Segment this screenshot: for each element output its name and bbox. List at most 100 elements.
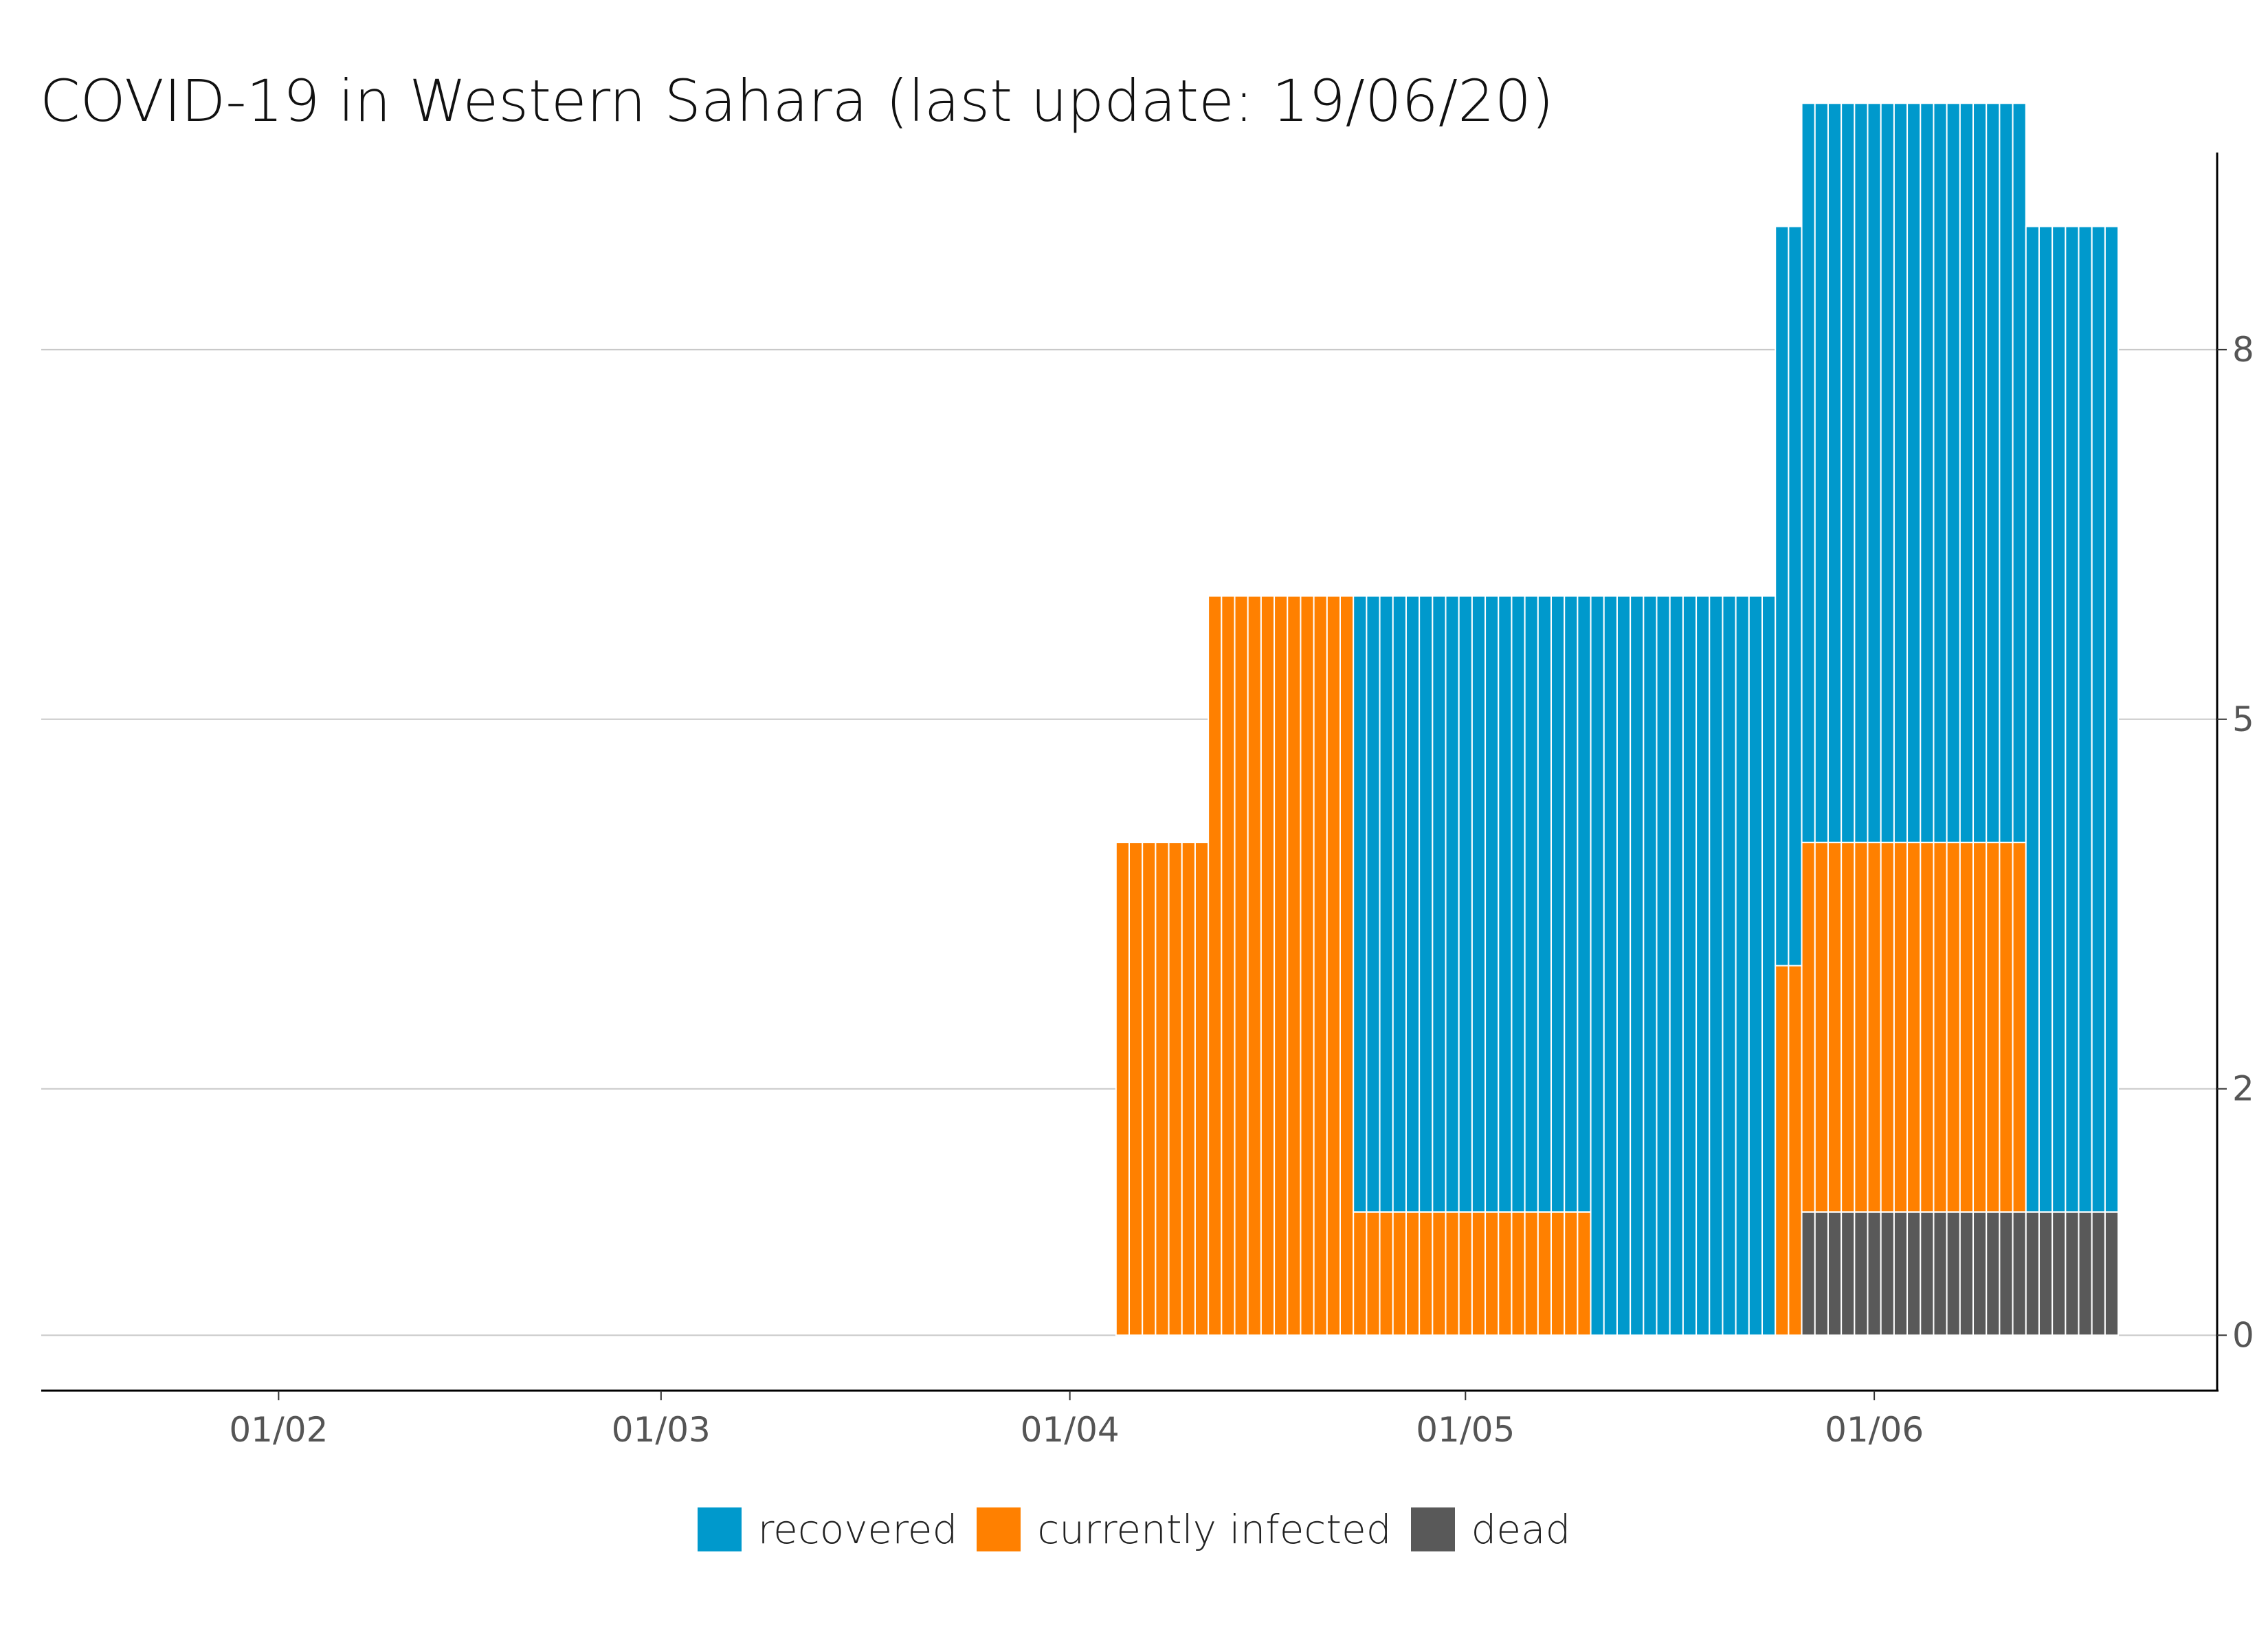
bar-dead xyxy=(1946,1211,1961,1336)
bar-recovered xyxy=(1920,102,1935,844)
bar-currently-infected xyxy=(1471,1211,1487,1336)
bar-recovered xyxy=(1524,595,1539,1213)
bar-recovered xyxy=(1801,102,1816,844)
bar-dead xyxy=(1867,1211,1882,1336)
bar-recovered xyxy=(1788,225,1803,967)
chart-title: COVID-19 in Western Sahara (last update:… xyxy=(40,67,1554,135)
bar-recovered xyxy=(1379,595,1394,1213)
bar-recovered xyxy=(1432,595,1447,1213)
bar-dead xyxy=(1959,1211,1975,1336)
bar-currently-infected xyxy=(1986,842,2001,1213)
bar-currently-infected xyxy=(1208,595,1223,1336)
bar-dead xyxy=(1986,1211,2001,1336)
bar-dead xyxy=(1880,1211,1895,1336)
bar-dead xyxy=(2078,1211,2093,1336)
legend-item: dead xyxy=(1410,1506,1571,1553)
bar-recovered xyxy=(1972,102,1988,844)
bar-recovered xyxy=(1999,102,2014,844)
bar-dead xyxy=(2012,1211,2027,1336)
bar-currently-infected xyxy=(1959,842,1975,1213)
bar-dead xyxy=(1841,1211,1856,1336)
bar-recovered xyxy=(1867,102,1882,844)
bar-recovered xyxy=(1748,595,1764,1336)
bar-currently-infected xyxy=(1366,1211,1381,1336)
bar-currently-infected xyxy=(1906,842,1922,1213)
bar-currently-infected xyxy=(1814,842,1829,1213)
bar-recovered xyxy=(1392,595,1407,1213)
bar-currently-infected xyxy=(1129,842,1144,1336)
bar-currently-infected xyxy=(1550,1211,1566,1336)
bar-recovered xyxy=(1854,102,1869,844)
bar-currently-infected xyxy=(1485,1211,1500,1336)
bar-currently-infected xyxy=(1115,842,1131,1336)
bar-currently-infected xyxy=(1287,595,1302,1336)
bar-currently-infected xyxy=(1511,1211,1526,1336)
legend-label: recovered xyxy=(757,1506,958,1553)
bar-recovered xyxy=(1511,595,1526,1213)
legend-swatch xyxy=(1410,1507,1455,1551)
bar-recovered xyxy=(1366,595,1381,1213)
bar-currently-infected xyxy=(1946,842,1961,1213)
bar-currently-infected xyxy=(1247,595,1262,1336)
bars xyxy=(1115,102,2120,1336)
legend-label: currently infected xyxy=(1037,1506,1392,1553)
bar-currently-infected xyxy=(1498,1211,1513,1336)
bar-recovered xyxy=(1893,102,1909,844)
bar-recovered xyxy=(1696,595,1711,1336)
bar-recovered xyxy=(1498,595,1513,1213)
legend: recovered currently infected dead xyxy=(0,1502,2268,1557)
bar-currently-infected xyxy=(1577,1211,1592,1336)
bar-recovered xyxy=(2052,225,2067,1213)
bar-dead xyxy=(1854,1211,1869,1336)
bar-recovered xyxy=(2012,102,2027,844)
bar-recovered xyxy=(1419,595,1434,1213)
bar-recovered xyxy=(1841,102,1856,844)
bar-currently-infected xyxy=(1801,842,1816,1213)
bar-recovered xyxy=(2025,225,2040,1213)
bar-currently-infected xyxy=(1339,595,1355,1336)
bar-recovered xyxy=(1656,595,1671,1336)
bar-recovered xyxy=(2038,225,2054,1213)
bar-recovered xyxy=(1946,102,1961,844)
bar-recovered xyxy=(2078,225,2093,1213)
bar-dead xyxy=(1920,1211,1935,1336)
bar-currently-infected xyxy=(1524,1211,1539,1336)
bar-recovered xyxy=(1775,225,1790,967)
bar-dead xyxy=(1906,1211,1922,1336)
bar-currently-infected xyxy=(1221,595,1236,1336)
bar-recovered xyxy=(1485,595,1500,1213)
bar-recovered xyxy=(1933,102,1948,844)
bar-recovered xyxy=(2104,225,2120,1213)
bar-recovered xyxy=(1471,595,1487,1213)
bar-currently-infected xyxy=(1788,965,1803,1336)
y-tick-label: 0 xyxy=(2232,1315,2254,1355)
x-tick-label: 01/06 xyxy=(1825,1410,1924,1450)
legend-label: dead xyxy=(1471,1506,1571,1553)
bar-currently-infected xyxy=(1854,842,1869,1213)
bar-dead xyxy=(1893,1211,1909,1336)
bar-recovered xyxy=(1577,595,1592,1213)
legend-swatch xyxy=(977,1507,1021,1551)
bar-currently-infected xyxy=(1274,595,1289,1336)
bar-dead xyxy=(1999,1211,2014,1336)
bar-currently-infected xyxy=(2012,842,2027,1213)
bar-currently-infected xyxy=(1564,1211,1579,1336)
bar-currently-infected xyxy=(1445,1211,1460,1336)
bar-currently-infected xyxy=(1405,1211,1421,1336)
bar-recovered xyxy=(1761,595,1777,1336)
bar-dead xyxy=(1972,1211,1988,1336)
bar-recovered xyxy=(1735,595,1750,1336)
legend-item: currently infected xyxy=(977,1506,1392,1553)
bar-recovered xyxy=(2091,225,2106,1213)
bar-recovered xyxy=(1603,595,1618,1336)
bar-currently-infected xyxy=(1260,595,1276,1336)
bar-currently-infected xyxy=(1419,1211,1434,1336)
bar-currently-infected xyxy=(1181,842,1196,1336)
bar-currently-infected xyxy=(1999,842,2014,1213)
bar-dead xyxy=(2025,1211,2040,1336)
bar-currently-infected xyxy=(1880,842,1895,1213)
bar-currently-infected xyxy=(1972,842,1988,1213)
bar-recovered xyxy=(1405,595,1421,1213)
y-tick-label: 2 xyxy=(2232,1069,2254,1109)
